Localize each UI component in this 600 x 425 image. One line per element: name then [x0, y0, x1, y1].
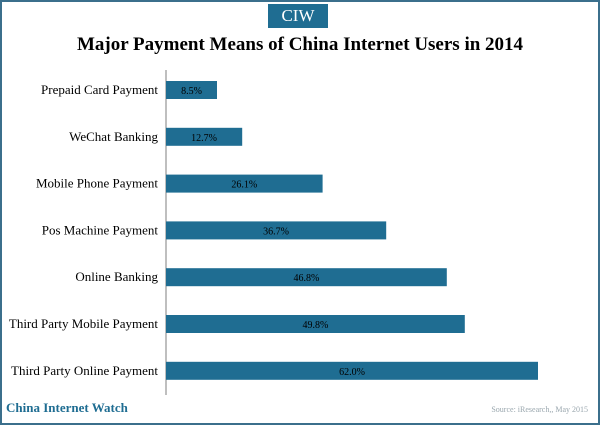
footer-brand: China Internet Watch [6, 400, 128, 415]
ciw-logo: CIW [268, 4, 328, 28]
data-label: 8.5% [181, 86, 202, 97]
bar [166, 268, 447, 287]
chart-title: Major Payment Means of China Internet Us… [76, 34, 524, 55]
bar [166, 315, 465, 333]
data-label: 46.8% [293, 273, 319, 284]
category-label: Mobile Phone Payment [36, 176, 158, 191]
category-label: Prepaid Card Payment [41, 82, 158, 97]
data-label: 26.1% [231, 180, 257, 191]
category-label: Pos Machine Payment [42, 222, 159, 237]
bar [166, 127, 243, 146]
category-label: Third Party Online Payment [11, 363, 158, 378]
source-note: Source: iResearch,, May 2015 [491, 405, 588, 414]
category-label: Third Party Mobile Payment [9, 316, 159, 331]
bar [166, 81, 217, 99]
data-label: 36.7% [263, 226, 289, 237]
data-label: 49.8% [302, 320, 328, 331]
data-label: 62.0% [339, 367, 365, 378]
bar [166, 361, 538, 380]
bar [166, 221, 387, 240]
category-label: Online Banking [75, 269, 158, 284]
bar [166, 174, 323, 193]
category-label: WeChat Banking [69, 129, 158, 144]
data-label: 12.7% [191, 133, 217, 144]
